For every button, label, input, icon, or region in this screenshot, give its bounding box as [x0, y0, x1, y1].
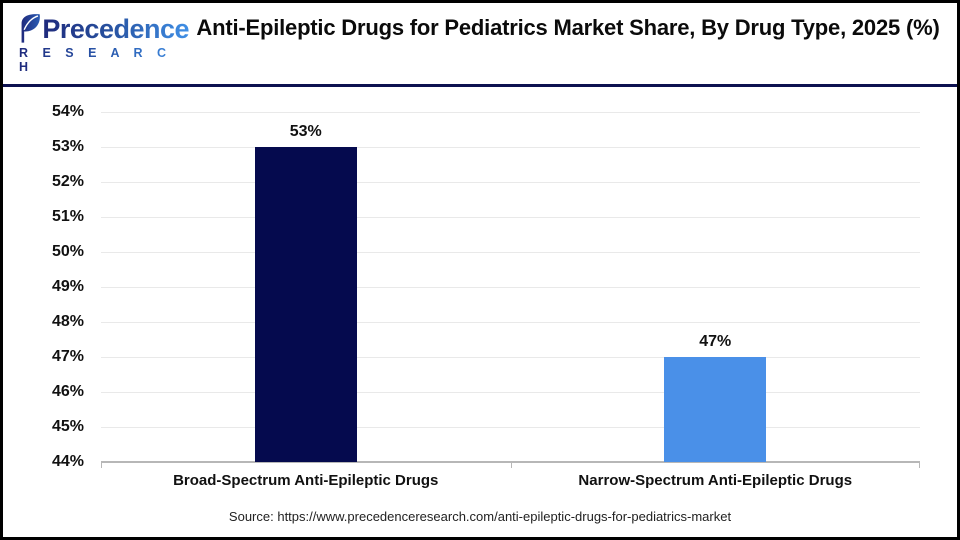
gridline-50	[101, 252, 920, 253]
y-axis-tick-label: 51%	[51, 208, 84, 225]
plot-area: 44% 45% 46% 47% 48% 49% 50% 51% 52% 53% 54% 53% Broa…	[52, 103, 920, 489]
x-axis-category-label: Narrow-Spectrum Anti-Epileptic Drugs	[578, 472, 853, 489]
y-axis-tick-label: 46%	[51, 383, 84, 400]
gridline-52	[101, 182, 920, 183]
gridline-53	[101, 147, 920, 148]
gridline-47	[101, 357, 920, 358]
y-axis-tick-label: 45%	[51, 418, 84, 435]
gridline-45	[101, 427, 920, 428]
x-axis-tick	[101, 462, 102, 468]
logo-wordmark: Precedence	[42, 14, 189, 44]
x-axis-category-label: Broad-Spectrum Anti-Epileptic Drugs	[173, 472, 439, 489]
bar-value-label: 47%	[699, 333, 732, 350]
leaf-p-logo-icon	[21, 14, 40, 43]
y-axis-tick-label: 44%	[51, 453, 84, 470]
chart-title: Anti-Epileptic Drugs for Pediatrics Mark…	[196, 15, 940, 40]
gridline-49	[101, 287, 920, 288]
y-axis-tick-label: 49%	[51, 278, 84, 295]
x-axis-tick	[919, 462, 920, 468]
y-axis-tick-label: 53%	[51, 138, 84, 155]
bar-broad-spectrum: 53%	[254, 123, 357, 462]
gridline-51	[101, 217, 920, 218]
bar-value-label: 53%	[289, 123, 322, 140]
y-axis-tick-label: 54%	[51, 103, 84, 120]
bar-narrow-spectrum: 47%	[664, 333, 767, 462]
source-citation: Source: https://www.precedenceresearch.c…	[228, 509, 732, 524]
x-axis-tick	[510, 462, 512, 468]
y-axis-tick-label: 48%	[51, 313, 84, 330]
gridline-54	[101, 112, 920, 113]
logo-subtitle: R E S E A R C H	[19, 46, 189, 74]
y-axis-tick-label: 50%	[51, 243, 84, 260]
y-axis-tick-label: 47%	[51, 348, 84, 365]
gridline-48	[101, 322, 920, 323]
gridline-46	[101, 392, 920, 393]
precedence-research-logo: Precedence R E S E A R C H	[19, 13, 189, 74]
y-axis-tick-label: 52%	[51, 173, 84, 190]
figure-header: Precedence R E S E A R C H Anti-Epilepti…	[3, 3, 957, 87]
